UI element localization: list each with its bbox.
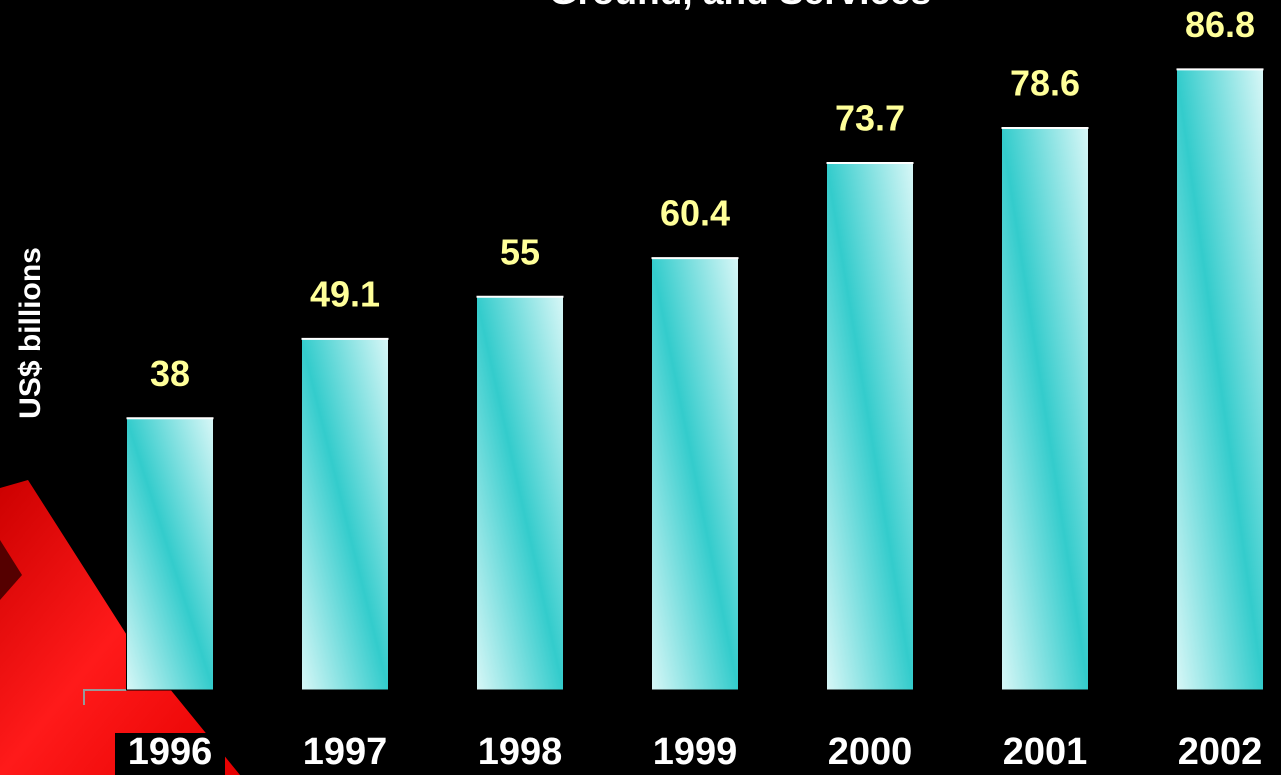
x-tick-label: 1998	[478, 731, 563, 773]
bar	[826, 162, 914, 691]
data-label: 49.1	[310, 273, 380, 314]
bar	[126, 417, 214, 691]
data-label: 86.8	[1185, 4, 1255, 45]
x-tick-label: 2002	[1178, 731, 1263, 773]
bar	[301, 338, 389, 691]
data-label: 60.4	[660, 193, 730, 234]
axis-fragment	[83, 689, 127, 705]
x-tick-label: 1997	[303, 731, 388, 773]
decoration	[0, 480, 240, 775]
bar	[1176, 68, 1264, 691]
label-backdrop	[115, 733, 225, 775]
x-tick-label: 2001	[1003, 731, 1088, 773]
data-label: 78.6	[1010, 63, 1080, 104]
x-tick-label: 2000	[828, 731, 913, 773]
data-label: 38	[150, 353, 190, 394]
decoration-shadow	[0, 540, 22, 600]
data-label: 73.7	[835, 98, 905, 139]
bar	[651, 257, 739, 691]
x-tick-label: 1996	[128, 731, 213, 773]
bar	[476, 296, 564, 691]
bar	[1001, 127, 1089, 691]
x-tick-label: 1999	[653, 731, 738, 773]
data-label: 55	[500, 231, 540, 272]
chart-title: Ground, and Services	[549, 0, 931, 12]
y-axis-label: US$ billions	[14, 247, 47, 419]
